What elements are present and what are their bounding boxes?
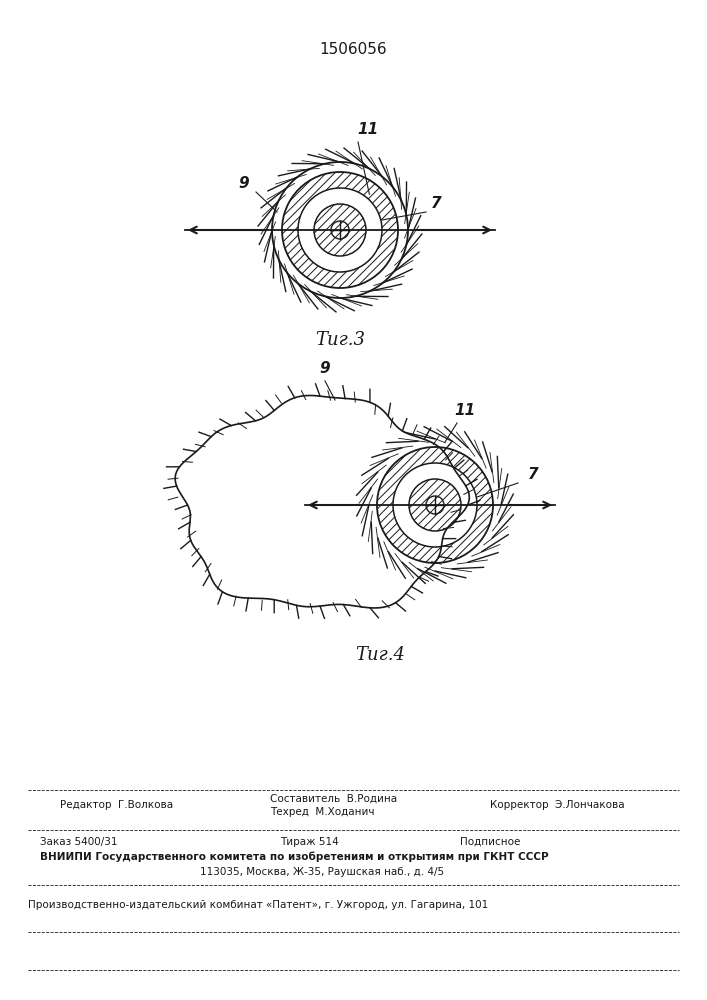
Text: Τиг.4: Τиг.4 xyxy=(355,646,405,664)
Text: Заказ 5400/31: Заказ 5400/31 xyxy=(40,837,117,847)
Text: Производственно-издательский комбинат «Патент», г. Ужгород, ул. Гагарина, 101: Производственно-издательский комбинат «П… xyxy=(28,900,489,910)
Text: Τиг.3: Τиг.3 xyxy=(315,331,365,349)
Text: 11: 11 xyxy=(455,403,476,418)
Text: Составитель  В.Родина: Составитель В.Родина xyxy=(270,794,397,804)
Text: 9: 9 xyxy=(320,361,330,376)
Text: Техред  М.Ходанич: Техред М.Ходанич xyxy=(270,807,375,817)
Text: Корректор  Э.Лончакова: Корректор Э.Лончакова xyxy=(490,800,624,810)
Text: Подписное: Подписное xyxy=(460,837,520,847)
Text: 11: 11 xyxy=(357,122,379,137)
Text: Редактор  Г.Волкова: Редактор Г.Волкова xyxy=(60,800,173,810)
Text: 113035, Москва, Ж-35, Раушская наб., д. 4/5: 113035, Москва, Ж-35, Раушская наб., д. … xyxy=(200,867,444,877)
Text: 7: 7 xyxy=(431,196,441,211)
Text: ВНИИПИ Государственного комитета по изобретениям и открытиям при ГКНТ СССР: ВНИИПИ Государственного комитета по изоб… xyxy=(40,852,549,862)
Text: 1506056: 1506056 xyxy=(319,42,387,57)
Text: 7: 7 xyxy=(527,467,538,482)
Text: Тираж 514: Тираж 514 xyxy=(280,837,339,847)
Text: 9: 9 xyxy=(239,176,250,191)
